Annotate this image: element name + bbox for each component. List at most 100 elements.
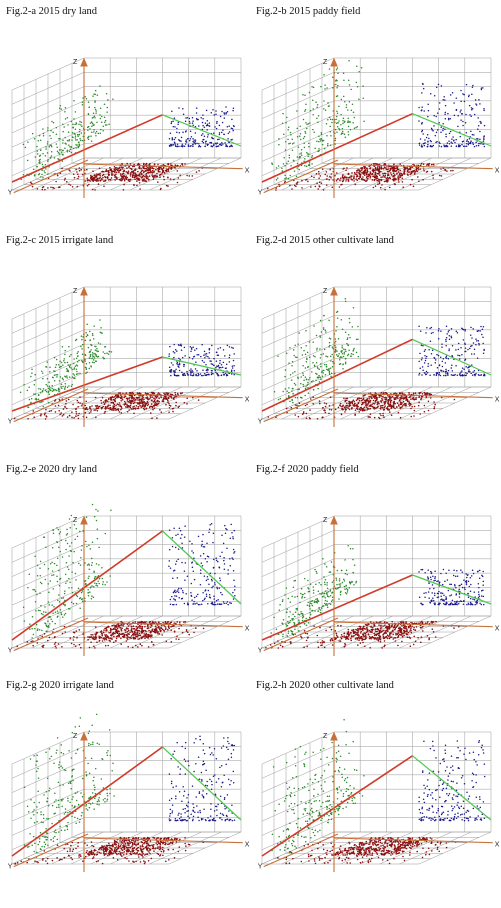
green-point: [97, 350, 99, 352]
blue-point: [198, 142, 200, 145]
blue-point: [191, 374, 194, 377]
green-point: [363, 120, 365, 123]
red-point: [56, 174, 59, 177]
green-point: [31, 615, 34, 618]
red-point: [402, 186, 404, 188]
green-point: [328, 372, 331, 374]
green-point: [285, 121, 287, 124]
green-point: [52, 612, 54, 615]
red-point: [410, 172, 413, 175]
red-point: [157, 163, 159, 166]
red-point: [174, 393, 177, 396]
red-point: [380, 392, 383, 394]
red-point: [411, 405, 413, 408]
green-point: [35, 610, 37, 612]
red-point: [54, 411, 57, 413]
red-point: [13, 417, 16, 420]
red-point: [117, 626, 119, 628]
green-point: [341, 345, 343, 347]
green-point: [296, 110, 298, 112]
fit-line-green: [162, 356, 242, 376]
red-point: [104, 179, 107, 182]
green-point: [34, 379, 36, 381]
green-point: [336, 112, 339, 115]
blue-point: [478, 344, 480, 346]
green-point: [36, 564, 39, 567]
red-point: [395, 169, 398, 172]
green-point: [318, 140, 320, 143]
green-point: [93, 131, 95, 133]
green-point: [357, 355, 360, 358]
green-point: [344, 361, 347, 363]
red-point: [95, 636, 97, 639]
red-point: [113, 403, 116, 406]
green-point: [72, 561, 74, 564]
green-point: [62, 139, 64, 141]
red-point: [160, 411, 163, 413]
blue-point: [448, 329, 450, 331]
red-point: [110, 407, 112, 409]
green-point: [288, 387, 290, 389]
red-point: [88, 646, 91, 649]
red-point: [150, 624, 153, 626]
blue-point: [172, 125, 175, 128]
green-point: [356, 125, 359, 128]
green-point: [328, 369, 330, 371]
red-point: [378, 402, 380, 405]
green-point: [337, 122, 339, 124]
green-point: [81, 590, 84, 592]
red-point: [139, 625, 141, 628]
green-point: [311, 86, 313, 88]
green-point: [287, 177, 290, 180]
red-point: [180, 392, 182, 395]
blue-point: [192, 124, 194, 127]
green-point: [102, 356, 104, 358]
blue-point: [440, 330, 442, 332]
blue-point: [436, 112, 439, 114]
green-point: [288, 154, 291, 157]
red-point: [70, 642, 73, 645]
blue-point: [213, 364, 215, 367]
green-point: [106, 106, 109, 109]
blue-point: [173, 343, 175, 346]
green-point: [323, 108, 325, 110]
green-point: [289, 346, 291, 349]
red-point: [87, 179, 89, 181]
red-point: [388, 171, 390, 173]
green-point: [287, 138, 289, 141]
red-point: [143, 167, 146, 170]
red-point: [129, 173, 132, 175]
blue-point: [205, 363, 207, 366]
blue-point: [224, 372, 227, 374]
green-point: [335, 115, 338, 118]
green-point: [93, 115, 96, 117]
green-point: [341, 347, 343, 349]
axis-labels: ZXY: [8, 59, 250, 197]
blue-point: [468, 137, 471, 140]
red-point: [365, 404, 367, 407]
green-point: [65, 367, 68, 370]
green-point: [93, 577, 96, 580]
green-point: [51, 604, 53, 606]
red-point: [126, 167, 128, 169]
red-point: [420, 397, 423, 400]
blue-point: [221, 110, 223, 113]
green-point: [93, 357, 96, 359]
green-point: [312, 362, 314, 364]
green-point: [299, 133, 302, 135]
blue-point: [435, 131, 438, 134]
green-point: [51, 620, 54, 623]
blue-point: [210, 363, 213, 365]
blue-point: [427, 365, 429, 367]
blue-point: [205, 124, 208, 127]
green-point: [322, 353, 325, 355]
red-point: [106, 626, 108, 629]
red-point: [289, 184, 291, 187]
grid-line: [261, 329, 335, 363]
green-point: [299, 156, 302, 158]
red-point: [345, 404, 347, 407]
blue-point: [202, 114, 204, 116]
green-point: [350, 353, 353, 355]
blue-point: [215, 143, 217, 145]
red-point: [377, 405, 379, 408]
